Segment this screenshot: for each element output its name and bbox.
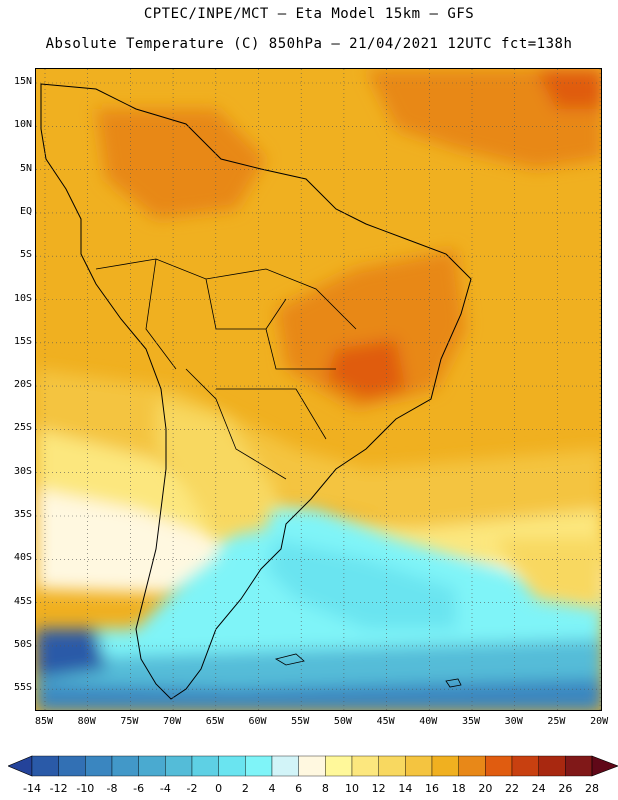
colorbar-tick-label: -4 [159, 782, 171, 795]
field-2c-cold-core [266, 539, 456, 629]
lat-label: 20S [13, 379, 32, 391]
colorbar-swatch [511, 755, 539, 777]
colorbar-tick-label: 4 [268, 782, 276, 795]
colorbar-swatch [405, 755, 433, 777]
lat-label: EQ [19, 205, 32, 217]
lon-label: 80W [77, 716, 96, 727]
colorbar-tick-label: 24 [531, 782, 546, 795]
field-14c-atlantic-south [496, 539, 601, 609]
colorbar-swatch [111, 755, 139, 777]
lat-label: 55S [13, 682, 32, 694]
colorbar-tick-label: -8 [106, 782, 118, 795]
colorbar-swatch [165, 755, 193, 777]
lat-label: 15N [13, 76, 32, 87]
colorbar-tick-label: -6 [133, 782, 145, 795]
colorbar-tick-label: 12 [371, 782, 386, 795]
colorbar-tick-label: 14 [398, 782, 413, 795]
lat-lon-grid [36, 69, 601, 710]
country-borders [95, 258, 357, 480]
colorbar-swatch [85, 755, 113, 777]
field-20c-atlantic-north [366, 69, 601, 169]
field-m6c-south [36, 679, 601, 710]
colorbar-swatch [138, 755, 166, 777]
colorbar-tick-label: 28 [585, 782, 599, 795]
lon-label: 30W [504, 716, 523, 727]
lon-label: 50W [333, 716, 352, 727]
temperature-colorbar [8, 755, 618, 777]
colorbar-tick-label: -2 [186, 782, 198, 795]
colorbar-swatch [485, 755, 513, 777]
lon-label: 55W [291, 716, 310, 727]
colorbar-swatch [458, 755, 486, 777]
field-22c-atlantic-north [536, 69, 601, 109]
south-georgia-island [445, 678, 462, 688]
title-line-2: Absolute Temperature (C) 850hPa – 21/04/… [45, 36, 573, 52]
colorbar-tick-label: 8 [321, 782, 329, 795]
colorbar-tick-label: 26 [558, 782, 573, 795]
colorbar-swatch [431, 755, 459, 777]
colorbar-tick-label: 2 [241, 782, 249, 795]
lat-label: 45S [13, 595, 32, 607]
lon-label: 20W [590, 716, 609, 727]
lat-label: 50S [13, 638, 32, 650]
lon-label: 25W [547, 716, 566, 727]
colorbar-swatch [191, 755, 219, 777]
title-line-1: CPTEC/INPE/MCT – Eta Model 15km – GFS [143, 6, 475, 22]
colorbar-arrow-high [591, 755, 618, 777]
colorbar-tick-label: -14 [23, 782, 41, 795]
lat-label: 25S [13, 422, 32, 434]
colorbar-tick-label: 10 [345, 782, 359, 795]
colorbar-swatch [218, 755, 246, 777]
lon-label: 35W [461, 716, 481, 727]
falkland-islands [274, 653, 305, 666]
lon-label: 85W [34, 716, 54, 727]
colorbar-swatch [298, 755, 326, 777]
colorbar-swatch [378, 755, 406, 777]
colorbar-swatch [538, 755, 566, 777]
field-m12c-southwest [36, 629, 106, 679]
colorbar-swatch [245, 755, 273, 777]
colorbar-swatch [58, 755, 86, 777]
lat-label: 40S [13, 552, 32, 564]
lat-label: 15S [13, 335, 32, 347]
lat-label: 5S [19, 249, 32, 261]
lat-label: 10S [13, 292, 32, 304]
colorbar-tick-label: 22 [505, 782, 519, 795]
lat-label: 30S [13, 465, 32, 477]
colorbar-tick-label: 0 [215, 782, 223, 795]
lat-label: 10N [13, 119, 32, 131]
lat-label: 5N [19, 162, 32, 174]
lon-label: 45W [376, 716, 395, 727]
colorbar-swatch [31, 755, 59, 777]
lon-label: 60W [248, 716, 267, 727]
map-frame [35, 68, 602, 711]
colorbar-tick-label: 20 [478, 782, 493, 795]
south-america-coastline [40, 83, 472, 700]
colorbar-tick-label: -12 [49, 782, 68, 795]
lon-label: 75W [120, 716, 139, 727]
lon-label: 70W [163, 716, 182, 727]
colorbar-swatch [325, 755, 353, 777]
colorbar-tick-label: 6 [295, 782, 303, 795]
field-22c-brazil-south-east [326, 339, 406, 399]
temperature-map [36, 69, 601, 710]
lat-label: 35S [13, 509, 32, 520]
colorbar-tick-label: 16 [425, 782, 439, 795]
lon-label: 65W [205, 716, 224, 727]
colorbar-swatch [271, 755, 299, 777]
colorbar-tick-label: 18 [451, 782, 466, 795]
colorbar-swatch [565, 755, 593, 777]
field-20c-venezuela [96, 109, 266, 219]
lon-label: 40W [419, 716, 438, 727]
colorbar-tick-label: -10 [76, 782, 95, 795]
colorbar-arrow-low [8, 755, 33, 777]
colorbar-swatch [351, 755, 379, 777]
